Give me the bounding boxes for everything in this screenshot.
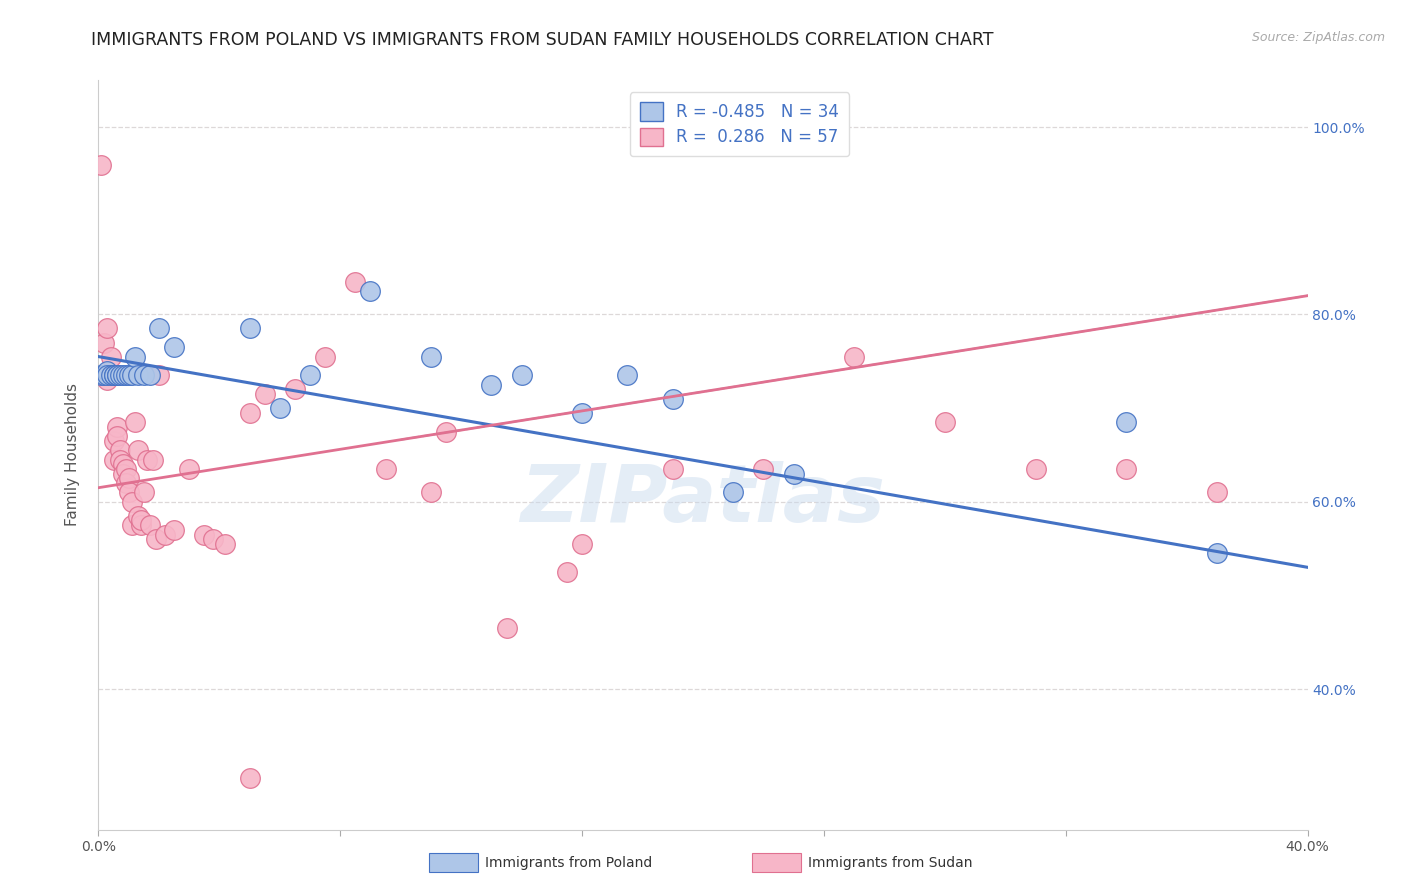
Point [105, 368, 128, 383]
Point [129, 518, 152, 533]
Point [108, 443, 131, 458]
Point [100, 368, 122, 383]
Point [163, 523, 186, 537]
Legend: R = -0.485   N = 34, R =  0.286   N = 57: R = -0.485 N = 34, R = 0.286 N = 57 [630, 93, 849, 156]
Point [127, 508, 149, 523]
Point [239, 771, 262, 785]
Point [121, 494, 143, 508]
Point [124, 415, 146, 429]
Point [121, 368, 143, 383]
Point [420, 485, 443, 500]
Point [108, 368, 131, 383]
Point [1206, 546, 1229, 560]
Point [344, 275, 367, 289]
Text: Immigrants from Sudan: Immigrants from Sudan [808, 855, 973, 870]
Point [783, 467, 806, 481]
Point [93, 368, 115, 383]
Point [114, 462, 136, 476]
Point [111, 457, 134, 471]
Point [495, 621, 517, 635]
Text: IMMIGRANTS FROM POLAND VS IMMIGRANTS FROM SUDAN FAMILY HOUSEHOLDS CORRELATION CH: IMMIGRANTS FROM POLAND VS IMMIGRANTS FRO… [91, 31, 994, 49]
Point [93, 368, 115, 383]
Point [752, 462, 775, 476]
Point [90, 158, 112, 172]
Point [103, 368, 125, 383]
Point [253, 387, 276, 401]
Point [214, 537, 236, 551]
Point [124, 350, 146, 364]
Point [239, 406, 262, 420]
Point [145, 532, 167, 546]
Point [111, 467, 134, 481]
Point [284, 382, 307, 396]
Point [202, 532, 225, 546]
Point [934, 415, 956, 429]
Point [616, 368, 638, 383]
Point [96, 321, 118, 335]
Point [105, 368, 128, 383]
Y-axis label: Family Households: Family Households [65, 384, 80, 526]
Point [103, 368, 125, 383]
Point [100, 350, 122, 364]
Point [118, 471, 141, 485]
Point [1115, 415, 1137, 429]
Point [132, 368, 155, 383]
Point [571, 406, 593, 420]
Point [374, 462, 396, 476]
Point [1024, 462, 1046, 476]
Point [93, 335, 115, 350]
Point [114, 368, 136, 383]
Point [96, 373, 118, 387]
Point [127, 443, 149, 458]
Point [114, 476, 136, 491]
Point [142, 452, 165, 467]
Point [132, 485, 155, 500]
Text: Immigrants from Poland: Immigrants from Poland [485, 855, 652, 870]
Point [139, 368, 162, 383]
Point [118, 485, 141, 500]
Point [127, 368, 149, 383]
Point [96, 364, 118, 378]
Point [239, 321, 262, 335]
Point [269, 401, 291, 416]
Point [105, 419, 128, 434]
Point [108, 452, 131, 467]
Point [103, 452, 125, 467]
Point [135, 452, 157, 467]
Text: Source: ZipAtlas.com: Source: ZipAtlas.com [1251, 31, 1385, 45]
Point [129, 514, 152, 528]
Point [100, 368, 122, 383]
Point [1115, 462, 1137, 476]
Point [153, 527, 176, 541]
Point [96, 368, 118, 383]
Point [510, 368, 533, 383]
Point [420, 350, 443, 364]
Point [118, 368, 141, 383]
Point [1206, 485, 1229, 500]
Point [111, 368, 134, 383]
Point [555, 565, 578, 579]
Point [661, 392, 683, 406]
Point [121, 518, 143, 533]
Point [299, 368, 322, 383]
Point [148, 321, 170, 335]
Point [105, 429, 128, 443]
Point [103, 434, 125, 448]
Point [844, 350, 866, 364]
Text: ZIPatlas: ZIPatlas [520, 461, 886, 539]
Point [661, 462, 683, 476]
Point [163, 340, 186, 354]
Point [360, 284, 382, 298]
Point [193, 527, 215, 541]
Point [481, 377, 503, 392]
Point [148, 368, 170, 383]
Point [179, 462, 201, 476]
Point [90, 368, 112, 383]
Point [434, 425, 457, 439]
Point [571, 537, 593, 551]
Point [723, 485, 745, 500]
Point [314, 350, 336, 364]
Point [139, 518, 162, 533]
